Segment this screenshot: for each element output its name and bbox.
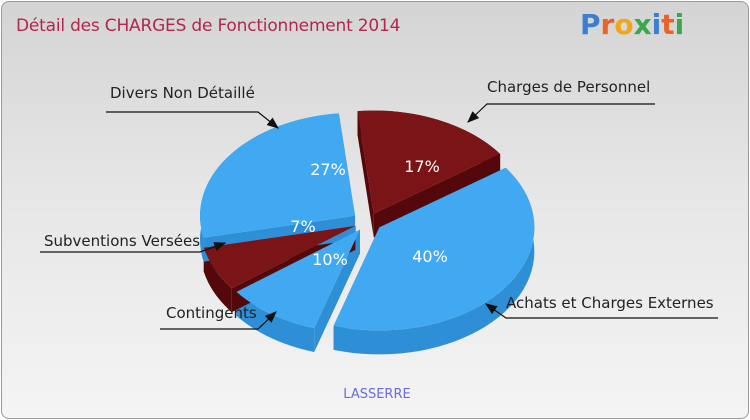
pie-percent-label: 7%: [290, 217, 315, 236]
chart-subtitle: LASSERRE: [343, 387, 411, 402]
logo-letter: t: [661, 8, 675, 41]
pie-slice: [236, 229, 360, 328]
pie-slice-edge: [314, 229, 360, 352]
pie-percent-label: 40%: [412, 247, 448, 266]
chart-title: Détail des CHARGES de Fonctionnement 201…: [16, 16, 401, 36]
callout-line: [485, 303, 718, 319]
slice-label: Divers Non Détaillé: [110, 84, 255, 102]
pie-slice-edge: [357, 111, 374, 238]
pie-callouts: Charges de Personnel Achats et Charges Ex…: [40, 78, 718, 330]
slice-label: Subventions Versées: [44, 232, 200, 250]
pie-percent-labels: 17% 40% 10% 7% 27%: [290, 157, 447, 269]
callout-line: [40, 242, 227, 253]
slice-label: Charges de Personnel: [487, 78, 650, 96]
logo-letter: r: [600, 8, 615, 41]
pie-slice: [357, 110, 501, 214]
logo-text: Proxiti: [580, 8, 684, 41]
logo-letter: x: [633, 8, 652, 41]
logo-letter: P: [580, 8, 601, 41]
proxiti-logo: Proxiti: [580, 8, 684, 41]
pie-tops: [200, 110, 535, 331]
logo-letter: i: [674, 8, 685, 41]
callout-line: [467, 103, 655, 123]
pie-percent-label: 10%: [312, 250, 348, 269]
pie-slice: [333, 167, 535, 331]
callout-line: [106, 111, 279, 129]
logo-letter: o: [614, 8, 634, 41]
pie-slice-side: [333, 167, 535, 355]
logo-letter: i: [651, 8, 662, 41]
pie-slice: [200, 113, 356, 238]
pie-percent-label: 27%: [310, 160, 346, 179]
pie-percent-label: 17%: [404, 157, 440, 176]
callout-line: [160, 311, 277, 330]
slice-label: Achats et Charges Externes: [506, 294, 714, 312]
slice-label: Contingents: [166, 304, 257, 322]
pie-slice: [203, 225, 356, 289]
